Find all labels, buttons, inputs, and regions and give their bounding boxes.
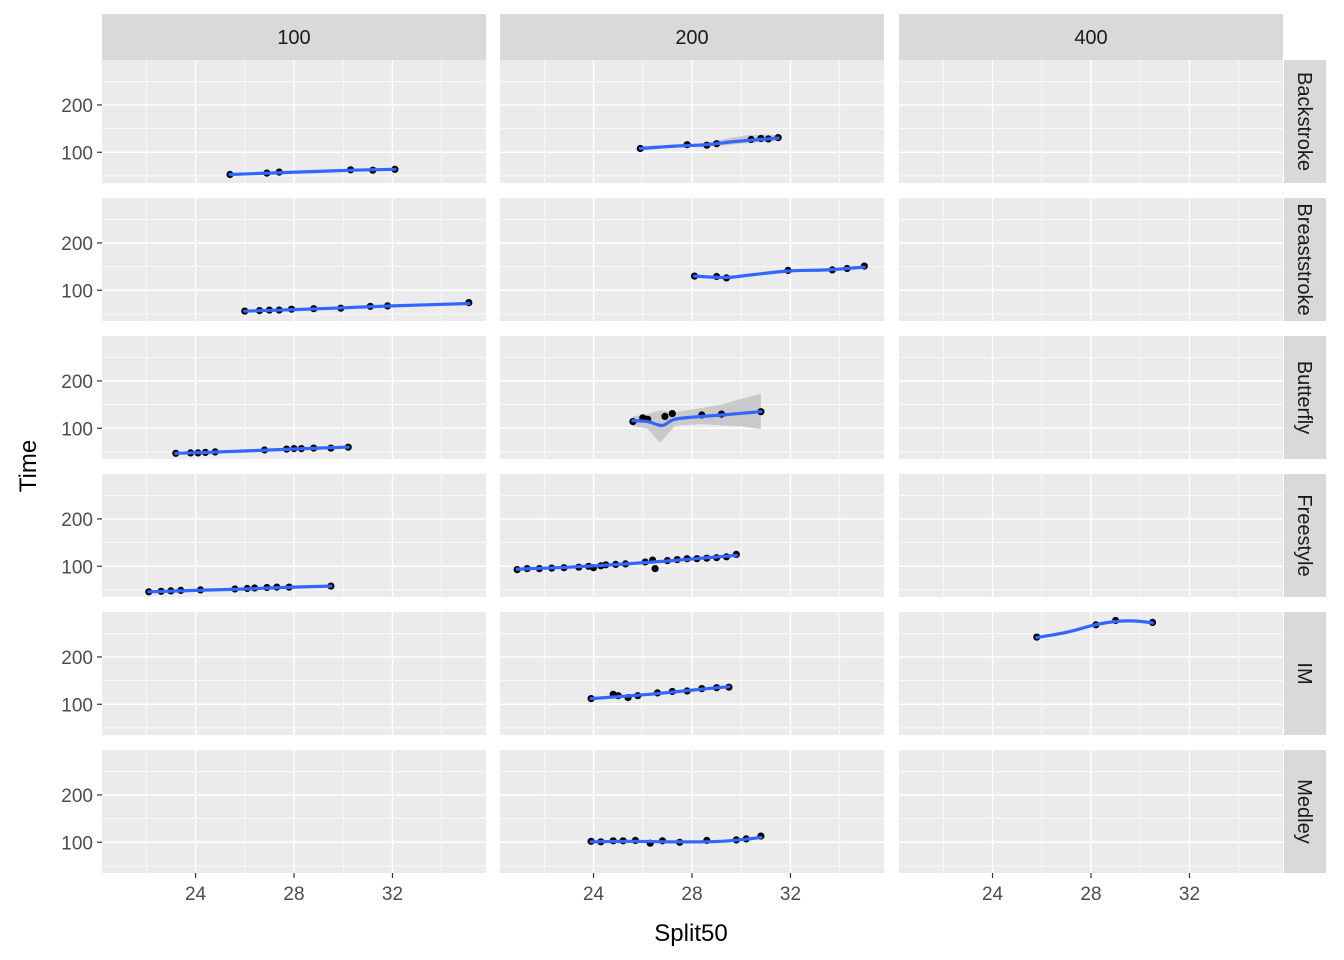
panel-400-im xyxy=(899,612,1283,735)
panel-200-im xyxy=(500,612,884,735)
panel-100-medley xyxy=(102,750,486,873)
col-strip-100: 100 xyxy=(102,14,486,60)
row-strip-backstroke: Backstroke xyxy=(1284,60,1326,183)
x-tick-label: 24 xyxy=(583,884,605,905)
x-tick-label: 28 xyxy=(1080,884,1101,905)
strip-background xyxy=(899,14,1283,60)
panel-data xyxy=(145,582,335,596)
data-point xyxy=(668,410,676,418)
row-strip-label: Medley xyxy=(1293,779,1315,843)
panel-400-butterfly xyxy=(899,336,1283,459)
y-tick-label: 100 xyxy=(61,695,93,716)
panels-layer xyxy=(102,60,1283,873)
panel-100-backstroke xyxy=(102,60,486,183)
panel-400-backstroke xyxy=(899,60,1283,183)
y-tick-label: 100 xyxy=(61,557,93,578)
y-tick-label: 100 xyxy=(61,833,93,854)
panel-data xyxy=(513,550,740,574)
col-strip-label: 100 xyxy=(277,27,310,49)
row-strip-label: Butterfly xyxy=(1293,361,1315,434)
panel-200-freestyle xyxy=(500,474,884,597)
y-tick-label: 100 xyxy=(61,419,93,440)
panel-data xyxy=(1033,616,1157,641)
col-strip-200: 200 xyxy=(500,14,884,60)
smooth-line xyxy=(174,445,350,455)
smooth-line xyxy=(638,136,780,151)
y-tick-label: 200 xyxy=(61,96,93,117)
row-strip-butterfly: Butterfly xyxy=(1284,336,1326,459)
panel-100-breaststroke xyxy=(102,198,486,321)
panel-data xyxy=(629,393,765,443)
panel-200-backstroke xyxy=(500,60,884,183)
row-strip-label: Backstroke xyxy=(1293,72,1315,171)
panel-200-butterfly xyxy=(500,336,884,459)
smooth-line xyxy=(589,835,763,844)
y-tick-label: 100 xyxy=(61,281,93,302)
x-tick-label: 28 xyxy=(283,884,304,905)
panel-data xyxy=(587,832,765,847)
y-tick-label: 200 xyxy=(61,786,93,807)
y-tick-label: 200 xyxy=(61,648,93,669)
row-strip-label: Freestyle xyxy=(1293,494,1315,576)
row-strip-im: IM xyxy=(1284,612,1326,735)
smooth-line xyxy=(589,685,731,701)
panel-data xyxy=(587,683,733,703)
y-axis-title: Time xyxy=(15,440,42,492)
panel-400-medley xyxy=(899,750,1283,873)
x-tick-label: 32 xyxy=(382,884,403,905)
panel-100-freestyle xyxy=(102,474,486,597)
smooth-line xyxy=(1035,619,1155,640)
smooth-line xyxy=(515,553,738,571)
panel-data xyxy=(226,165,399,179)
row-strip-breaststroke: Breaststroke xyxy=(1284,198,1326,321)
strip-background xyxy=(500,14,884,60)
smooth-line xyxy=(243,301,471,313)
axes: 100 200 100 200 100 200 100 200 100 200 100 200 24 28… xyxy=(61,96,1200,905)
smooth-line xyxy=(228,167,397,177)
strip-background xyxy=(1284,60,1326,183)
x-tick-label: 28 xyxy=(681,884,702,905)
panel-400-breaststroke xyxy=(899,198,1283,321)
col-strip-label: 400 xyxy=(1074,27,1107,49)
strip-background xyxy=(1284,612,1326,735)
strip-background xyxy=(1284,198,1326,321)
smooth-line xyxy=(147,584,333,594)
row-strip-label: Breaststroke xyxy=(1293,203,1315,315)
panel-100-im xyxy=(102,612,486,735)
row-strip-freestyle: Freestyle xyxy=(1284,474,1326,597)
row-strip-medley: Medley xyxy=(1284,750,1326,873)
panel-200-medley xyxy=(500,750,884,873)
panel-100-butterfly xyxy=(102,336,486,459)
y-tick-label: 200 xyxy=(61,510,93,531)
y-tick-label: 200 xyxy=(61,372,93,393)
panel-200-breaststroke xyxy=(500,198,884,321)
x-tick-label: 24 xyxy=(982,884,1004,905)
data-point xyxy=(661,412,669,420)
strip-background xyxy=(1284,474,1326,597)
row-strip-label: IM xyxy=(1293,662,1315,684)
strip-background xyxy=(102,14,486,60)
x-tick-label: 32 xyxy=(780,884,801,905)
panel-data xyxy=(241,299,473,315)
x-tick-label: 32 xyxy=(1179,884,1200,905)
smooth-line xyxy=(631,410,763,428)
strip-background xyxy=(1284,336,1326,459)
panel-data xyxy=(690,262,868,282)
panel-400-freestyle xyxy=(899,474,1283,597)
panel-data xyxy=(172,443,352,457)
x-axis-title: Split50 xyxy=(654,920,727,947)
panel-data xyxy=(636,134,782,153)
col-strip-400: 400 xyxy=(899,14,1283,60)
smooth-line xyxy=(692,265,866,280)
y-tick-label: 100 xyxy=(61,143,93,164)
x-tick-label: 24 xyxy=(185,884,207,905)
strip-background xyxy=(1284,750,1326,873)
data-point xyxy=(651,565,659,573)
y-tick-label: 200 xyxy=(61,234,93,255)
col-strip-label: 200 xyxy=(675,27,708,49)
facet-strips: 100 200 400 Backstroke Breaststroke Butterfly… xyxy=(102,14,1326,873)
